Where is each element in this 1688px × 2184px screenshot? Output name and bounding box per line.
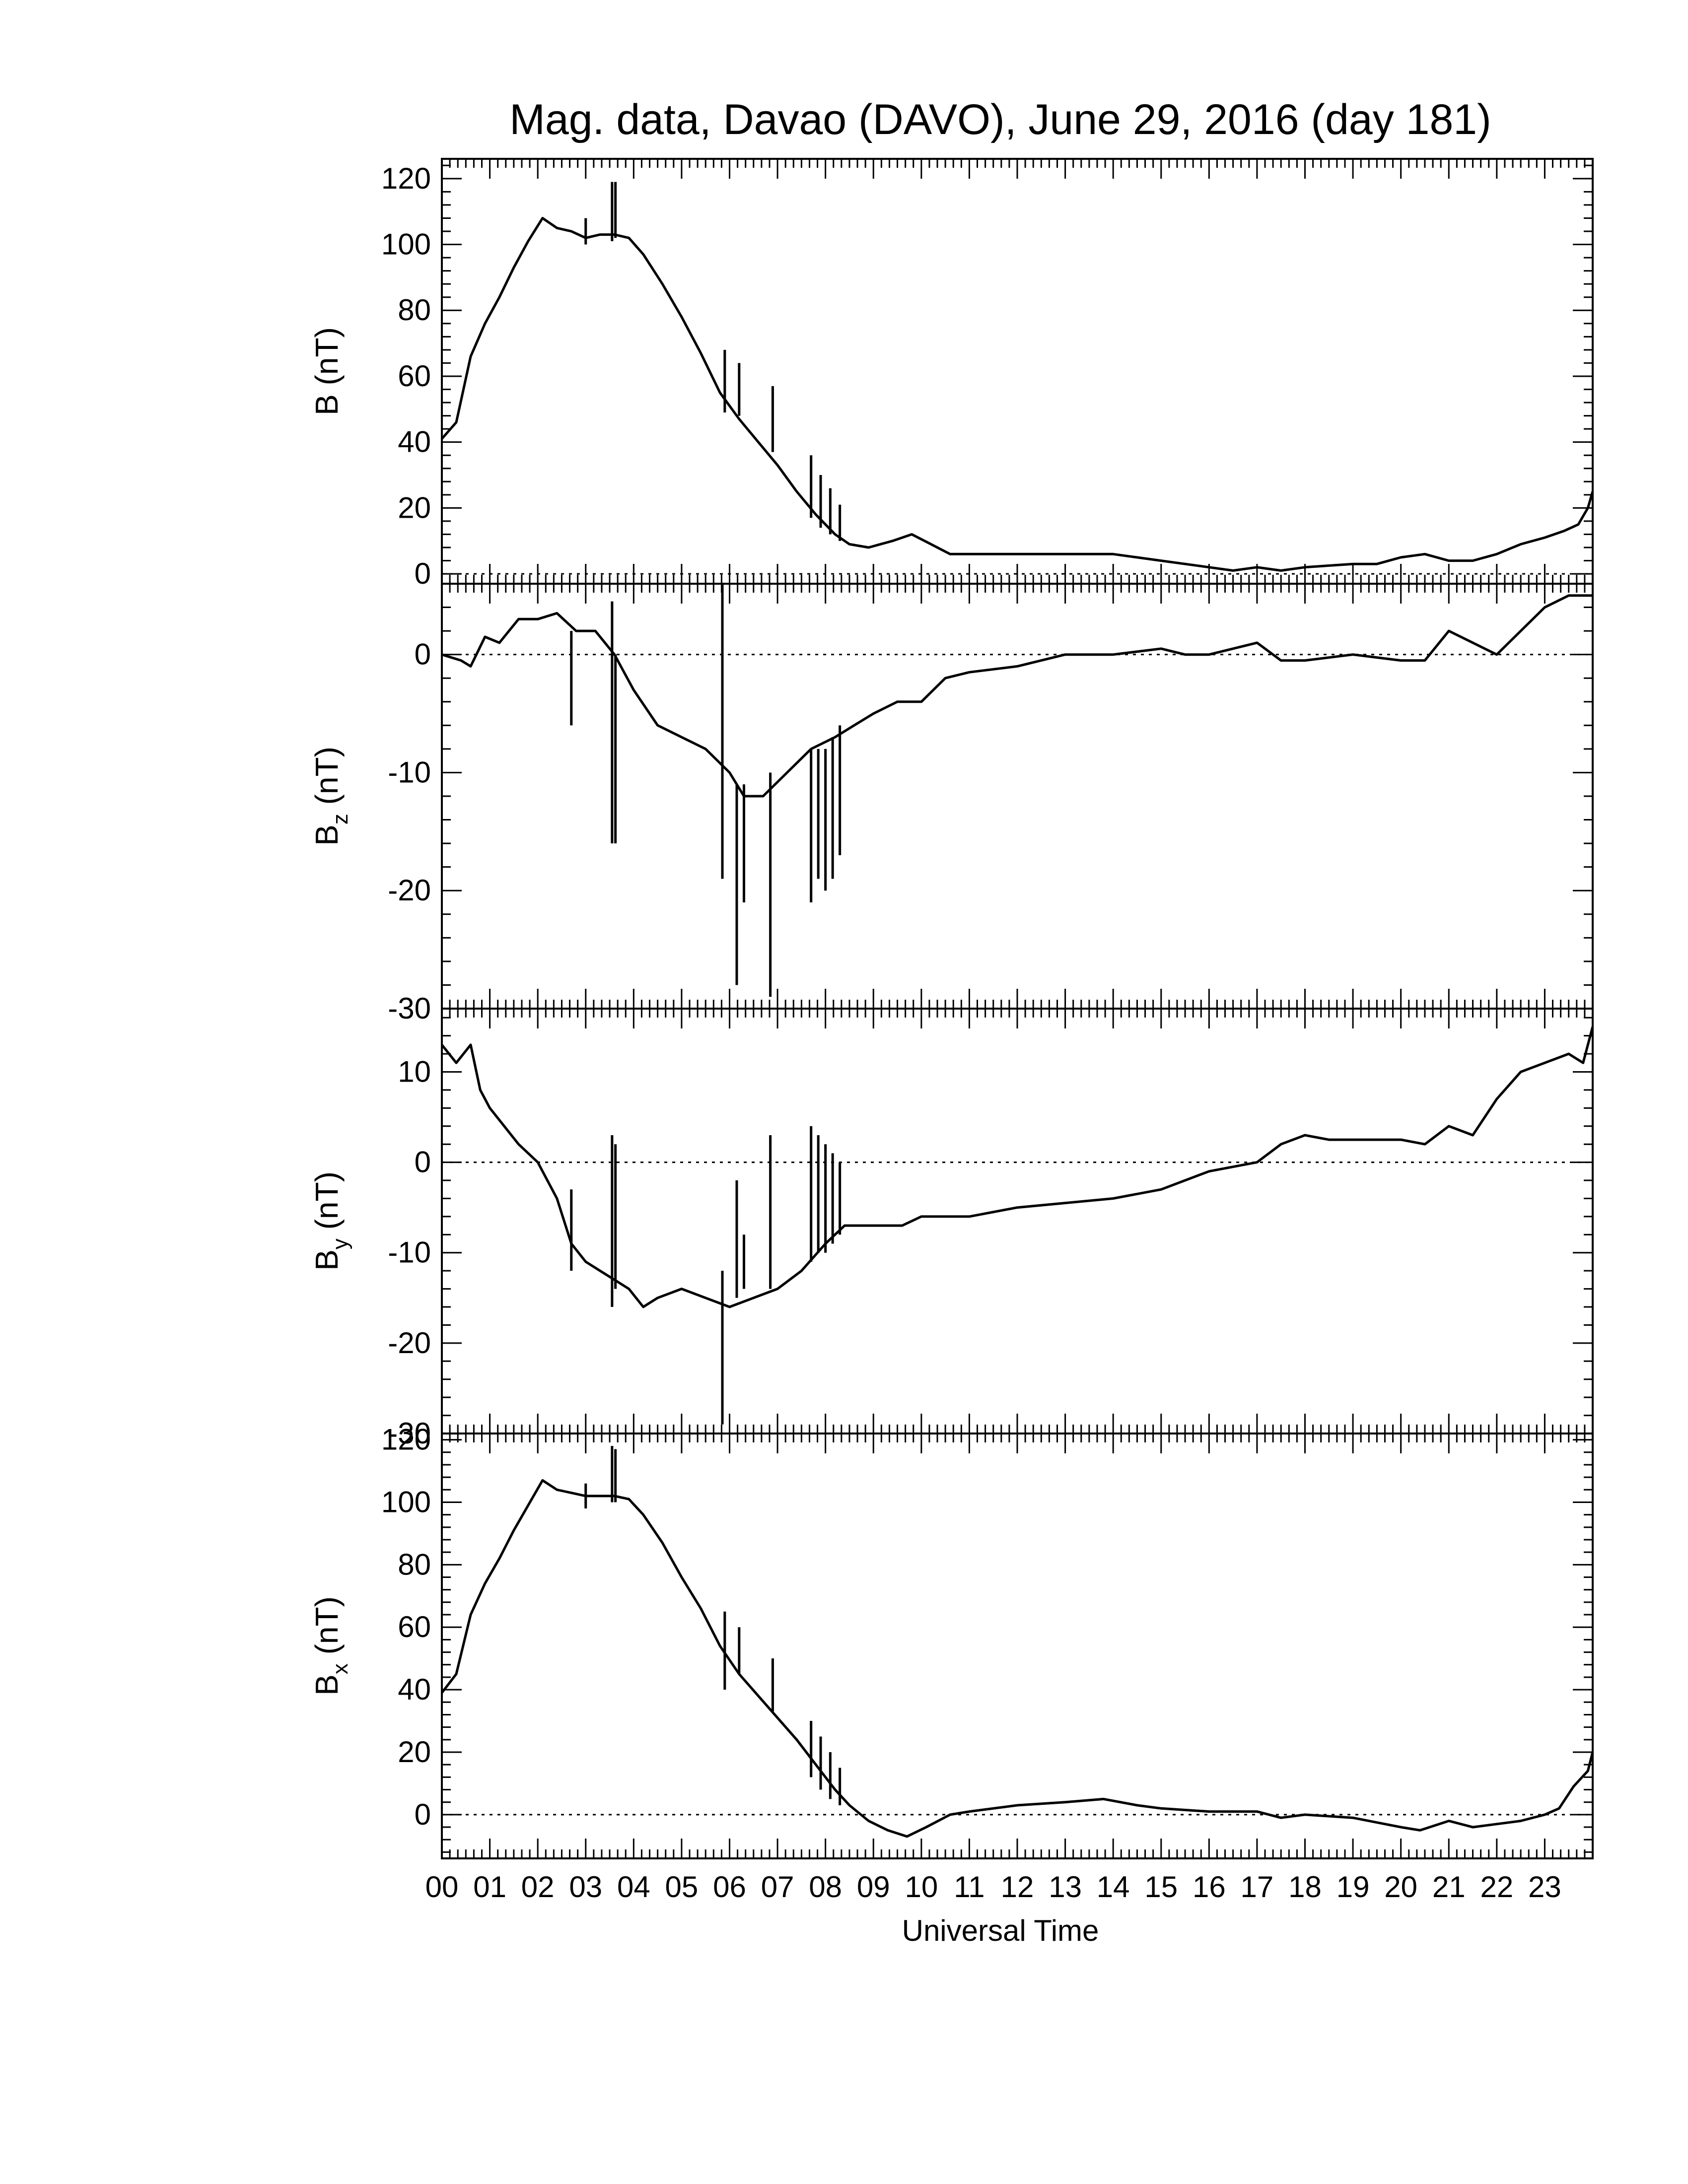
y-tick-label: 80: [398, 293, 431, 327]
x-tick-label: 12: [1001, 1870, 1034, 1904]
x-tick-label: 17: [1241, 1870, 1274, 1904]
x-tick-label: 09: [857, 1870, 890, 1904]
x-tick-label: 04: [617, 1870, 650, 1904]
x-tick-label: 08: [809, 1870, 842, 1904]
y-tick-label: -20: [388, 1326, 431, 1360]
x-tick-labels: 00 01 02 03 04 05 06 07 08 09 10 11 12 13 14 15 16 17 18 19…: [425, 1870, 1561, 1904]
y-tick-label: 60: [398, 1610, 431, 1643]
x-tick-label: 20: [1384, 1870, 1417, 1904]
y-tick-label: 0: [415, 1798, 431, 1831]
y-tick-label: 20: [398, 1735, 431, 1769]
x-tick-label: 05: [665, 1870, 699, 1904]
series-line-by: [441, 1026, 1594, 1308]
panel-by: -30 -20 -10 0 10 By (nT): [309, 1008, 1594, 1450]
y-tick-label: 100: [381, 1485, 431, 1518]
y-axis-label: B (nT): [309, 327, 345, 415]
x-tick-label: 14: [1097, 1870, 1130, 1904]
x-tick-label: 00: [425, 1870, 459, 1904]
y-tick-label: 60: [398, 359, 431, 393]
x-tick-label: 10: [905, 1870, 938, 1904]
y-tick-label: -30: [388, 1417, 431, 1450]
panel-bz: -30 -20 -10 0 Bz (nT): [309, 583, 1594, 1025]
y-tick-label: 0: [415, 557, 431, 590]
chart-title: Mag. data, Davao (DAVO), June 29, 2016 (…: [509, 96, 1491, 143]
y-tick-label: 10: [398, 1055, 431, 1088]
y-axis-label: Bz (nT): [309, 747, 352, 846]
x-tick-label: 22: [1480, 1870, 1513, 1904]
y-tick-label: -30: [388, 992, 431, 1025]
y-axis-label: By (nT): [309, 1171, 352, 1271]
x-tick-label: 07: [761, 1870, 794, 1904]
x-tick-label: 16: [1193, 1870, 1226, 1904]
y-tick-label: 80: [398, 1548, 431, 1581]
y-tick-label: 0: [415, 1146, 431, 1179]
y-tick-label: 0: [415, 638, 431, 671]
x-tick-label: 06: [713, 1870, 746, 1904]
x-axis-label: Universal Time: [902, 1914, 1099, 1947]
x-tick-label: 13: [1049, 1870, 1082, 1904]
y-tick-label: 40: [398, 425, 431, 459]
x-tick-label: 02: [521, 1870, 555, 1904]
x-tick-label: 18: [1288, 1870, 1322, 1904]
series-line-bx: [441, 1479, 1594, 1838]
y-axis-label: Bx (nT): [309, 1596, 352, 1696]
x-tick-label: 21: [1432, 1870, 1466, 1904]
panel-b: 0 20 40 60 80 100 120 B (nT): [309, 158, 1594, 590]
x-tick-label: 11: [954, 1870, 985, 1904]
panel-bx: 0 20 40 60 80 100 120 Bx (nT): [309, 1423, 1594, 1859]
x-tick-label: 03: [569, 1870, 602, 1904]
y-tick-label: -10: [388, 755, 431, 789]
series-line-b: [441, 216, 1594, 572]
x-tick-label: 01: [473, 1870, 506, 1904]
x-tick-label: 15: [1144, 1870, 1178, 1904]
y-tick-label: 40: [398, 1673, 431, 1706]
x-tick-label: 19: [1336, 1870, 1370, 1904]
x-tick-label: 23: [1528, 1870, 1561, 1904]
y-tick-label: -10: [388, 1236, 431, 1269]
series-line-bz: [441, 594, 1593, 798]
y-tick-label: -20: [388, 874, 431, 907]
y-tick-label: 120: [381, 162, 431, 195]
y-tick-label: 20: [398, 491, 431, 524]
y-tick-label: 120: [381, 1423, 431, 1456]
y-tick-label: 100: [381, 228, 431, 261]
